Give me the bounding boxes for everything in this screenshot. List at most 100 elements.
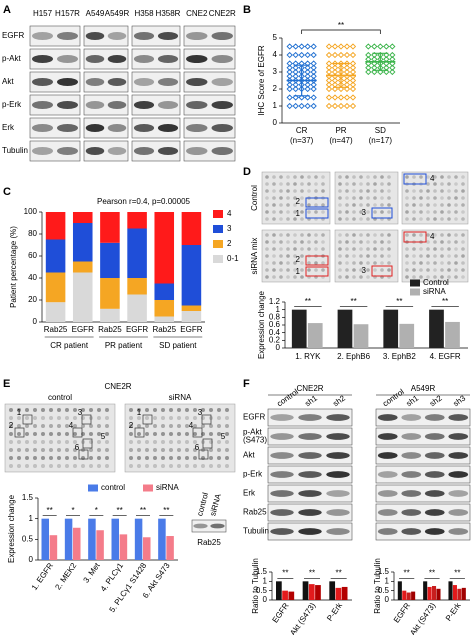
bar-segment (100, 278, 120, 309)
array-spot (380, 254, 384, 258)
bar (457, 588, 462, 600)
y-axis-label: Ratio to Tubulin (373, 558, 382, 614)
spot-label: 1 (296, 267, 301, 276)
spot-label: 4 (69, 421, 74, 430)
array-spot (433, 268, 437, 272)
array-spot (145, 448, 149, 452)
array-spot (49, 456, 53, 460)
spot-label: 4 (430, 174, 435, 183)
array-spot (380, 196, 384, 200)
array-spot (33, 432, 37, 436)
blot-box (29, 117, 81, 139)
blot-band (448, 509, 469, 516)
array-spot (433, 261, 437, 265)
array-spot (286, 268, 290, 272)
blot-band (270, 509, 294, 516)
array-spot (321, 247, 325, 251)
bar (291, 309, 307, 348)
array-spot (17, 464, 21, 468)
blot-band (186, 147, 208, 155)
array-spot (321, 189, 325, 193)
x-tick-label: EGFR (271, 601, 291, 625)
blot-band (298, 433, 322, 440)
array-spot (447, 247, 451, 251)
blot-column-label: H358 (134, 9, 154, 18)
blot-box (131, 48, 181, 70)
annotation: Pearson r=0.4, p=0.00005 (97, 197, 191, 206)
array-spot (461, 210, 465, 214)
array-spot (169, 432, 173, 436)
dot-point (286, 81, 317, 88)
blot-band (133, 124, 155, 132)
significance: ** (282, 568, 288, 577)
array-spot (345, 275, 349, 279)
array-spot (49, 440, 53, 444)
dot-point (325, 102, 357, 110)
array-spot (300, 203, 304, 207)
array-spot (352, 261, 356, 265)
y-tick-label: 5 (273, 33, 278, 42)
bar-segment (100, 212, 120, 243)
bar (73, 527, 81, 560)
array-spot (97, 408, 101, 412)
significance: ** (336, 568, 342, 577)
bar (315, 585, 321, 600)
array-spot (352, 182, 356, 186)
panel-label: E (3, 378, 10, 390)
array-spot (338, 196, 342, 200)
bar-segment (72, 261, 93, 273)
array-spot (359, 233, 363, 237)
array-spot (41, 448, 45, 452)
array-spot (345, 240, 349, 244)
array-spot (57, 456, 61, 460)
array-spot (300, 217, 304, 221)
array-spot (49, 448, 53, 452)
array-spot (380, 268, 384, 272)
array-spot (373, 261, 377, 265)
dot-point (325, 85, 357, 93)
array-spot (426, 254, 430, 258)
array-spot (286, 261, 290, 265)
blot-band (32, 78, 53, 86)
blot-box (83, 117, 129, 139)
bar (96, 530, 104, 560)
array-spot (366, 175, 370, 179)
x-tick-label: EGFR (126, 325, 148, 334)
highlight (198, 449, 209, 460)
array-spot (426, 247, 430, 251)
blot-band (133, 55, 155, 63)
blot-band (211, 101, 233, 109)
array-spot (153, 424, 157, 428)
array-spot (105, 408, 109, 412)
array-spot (272, 182, 276, 186)
blot-band (377, 490, 398, 497)
array-spot (193, 440, 197, 444)
array-spot (25, 464, 29, 468)
legend-label: 2 (227, 239, 232, 248)
y-tick-label: 0.6 (269, 320, 281, 329)
array-spot (426, 175, 430, 179)
y-tick-label: 1.5 (256, 567, 268, 576)
bar-segment (72, 272, 93, 322)
blot-box (375, 408, 471, 427)
array-spot (129, 440, 133, 444)
array-spot (440, 196, 444, 200)
array-spot (380, 247, 384, 251)
array-spot (461, 175, 465, 179)
array-spot (33, 408, 37, 412)
blot-band (57, 32, 78, 40)
array-spot (440, 233, 444, 237)
array-spot (97, 464, 101, 468)
blot-band (448, 528, 469, 535)
y-tick-label: 0.2 (269, 335, 281, 344)
array-spot (454, 254, 458, 258)
array-spot (440, 210, 444, 214)
legend-swatch (143, 484, 153, 492)
blot-band (270, 433, 294, 440)
blot-band (298, 528, 322, 535)
array-spot (433, 275, 437, 279)
array-spot (454, 247, 458, 251)
array-spot (307, 233, 311, 237)
array-spot (265, 254, 269, 258)
array-spot (279, 196, 283, 200)
